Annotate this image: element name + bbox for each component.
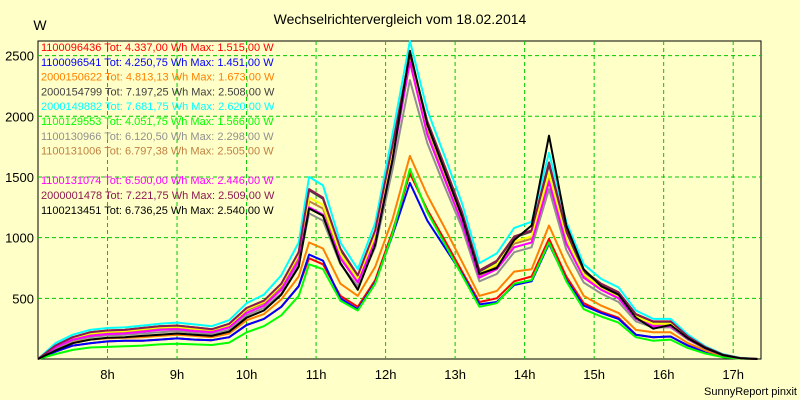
y-tick-label: 1500	[5, 170, 34, 185]
legend: 1100096436 Tot: 4.337,00 Wh Max: 1.515,0…	[41, 42, 275, 217]
legend-entry: 1100131074 Tot: 6.500,00 Wh Max: 2.446,0…	[41, 175, 274, 187]
y-tick-label: 1000	[5, 231, 34, 246]
legend-entry: 2000149882 Tot: 7.681,75 Wh Max: 2.620,0…	[41, 101, 275, 113]
grid	[38, 41, 761, 359]
x-tick-label: 16h	[653, 367, 675, 382]
legend-entry: 1100129553 Tot: 4.051,75 Wh Max: 1.566,0…	[41, 116, 274, 128]
x-tick-label: 12h	[375, 367, 397, 382]
x-tick-label: 15h	[583, 367, 605, 382]
series-line	[37, 79, 758, 360]
y-tick-label: 2000	[5, 109, 34, 124]
legend-entry: 1100096541 Tot: 4.250,75 Wh Max: 1.451,0…	[41, 57, 274, 69]
legend-entry: 1100131006 Tot: 6.797,38 Wh Max: 2.505,0…	[41, 146, 274, 158]
legend-entry: 1100096436 Tot: 4.337,00 Wh Max: 1.515,0…	[41, 42, 274, 54]
x-tick-label: 8h	[100, 367, 114, 382]
y-tick-label: 2500	[5, 49, 34, 64]
legend-entry: 2000150622 Tot: 4.813,13 Wh Max: 1.673,0…	[41, 72, 275, 84]
x-tick-label: 14h	[514, 367, 536, 382]
series-line	[37, 49, 758, 360]
x-tick-label: 11h	[306, 367, 327, 382]
x-axis-ticks: 8h 9h 10h 11h 12h 13h 14h 15h 16h 17h	[100, 367, 744, 382]
series-lines	[37, 40, 758, 360]
x-tick-label: 10h	[236, 367, 258, 382]
legend-entry: 1100130966 Tot: 6.120,50 Wh Max: 2.298,0…	[41, 131, 274, 143]
series-line	[37, 167, 758, 360]
legend-entry: 2000154799 Tot: 7.197,25 Wh Max: 2.508,0…	[41, 86, 275, 98]
x-tick-label: 9h	[170, 367, 184, 382]
legend-entry: 1100213451 Tot: 6.736,25 Wh Max: 2.540,0…	[41, 205, 274, 217]
series-line	[37, 154, 758, 360]
y-axis-unit: W	[33, 17, 47, 33]
series-line	[37, 40, 758, 360]
series-line	[37, 53, 758, 360]
credit-text: SunnyReport pinxit	[704, 386, 797, 398]
y-axis-ticks: 500 1000 1500 2000 2500	[5, 49, 34, 307]
x-tick-label: 17h	[722, 367, 744, 382]
chart-title: Wechselrichtervergleich vom 18.02.2014	[274, 11, 527, 27]
legend-entry: 2000001478 Tot: 7.221,75 Wh Max: 2.509,0…	[41, 190, 275, 202]
y-tick-label: 500	[12, 291, 34, 306]
x-tick-label: 13h	[444, 367, 466, 382]
